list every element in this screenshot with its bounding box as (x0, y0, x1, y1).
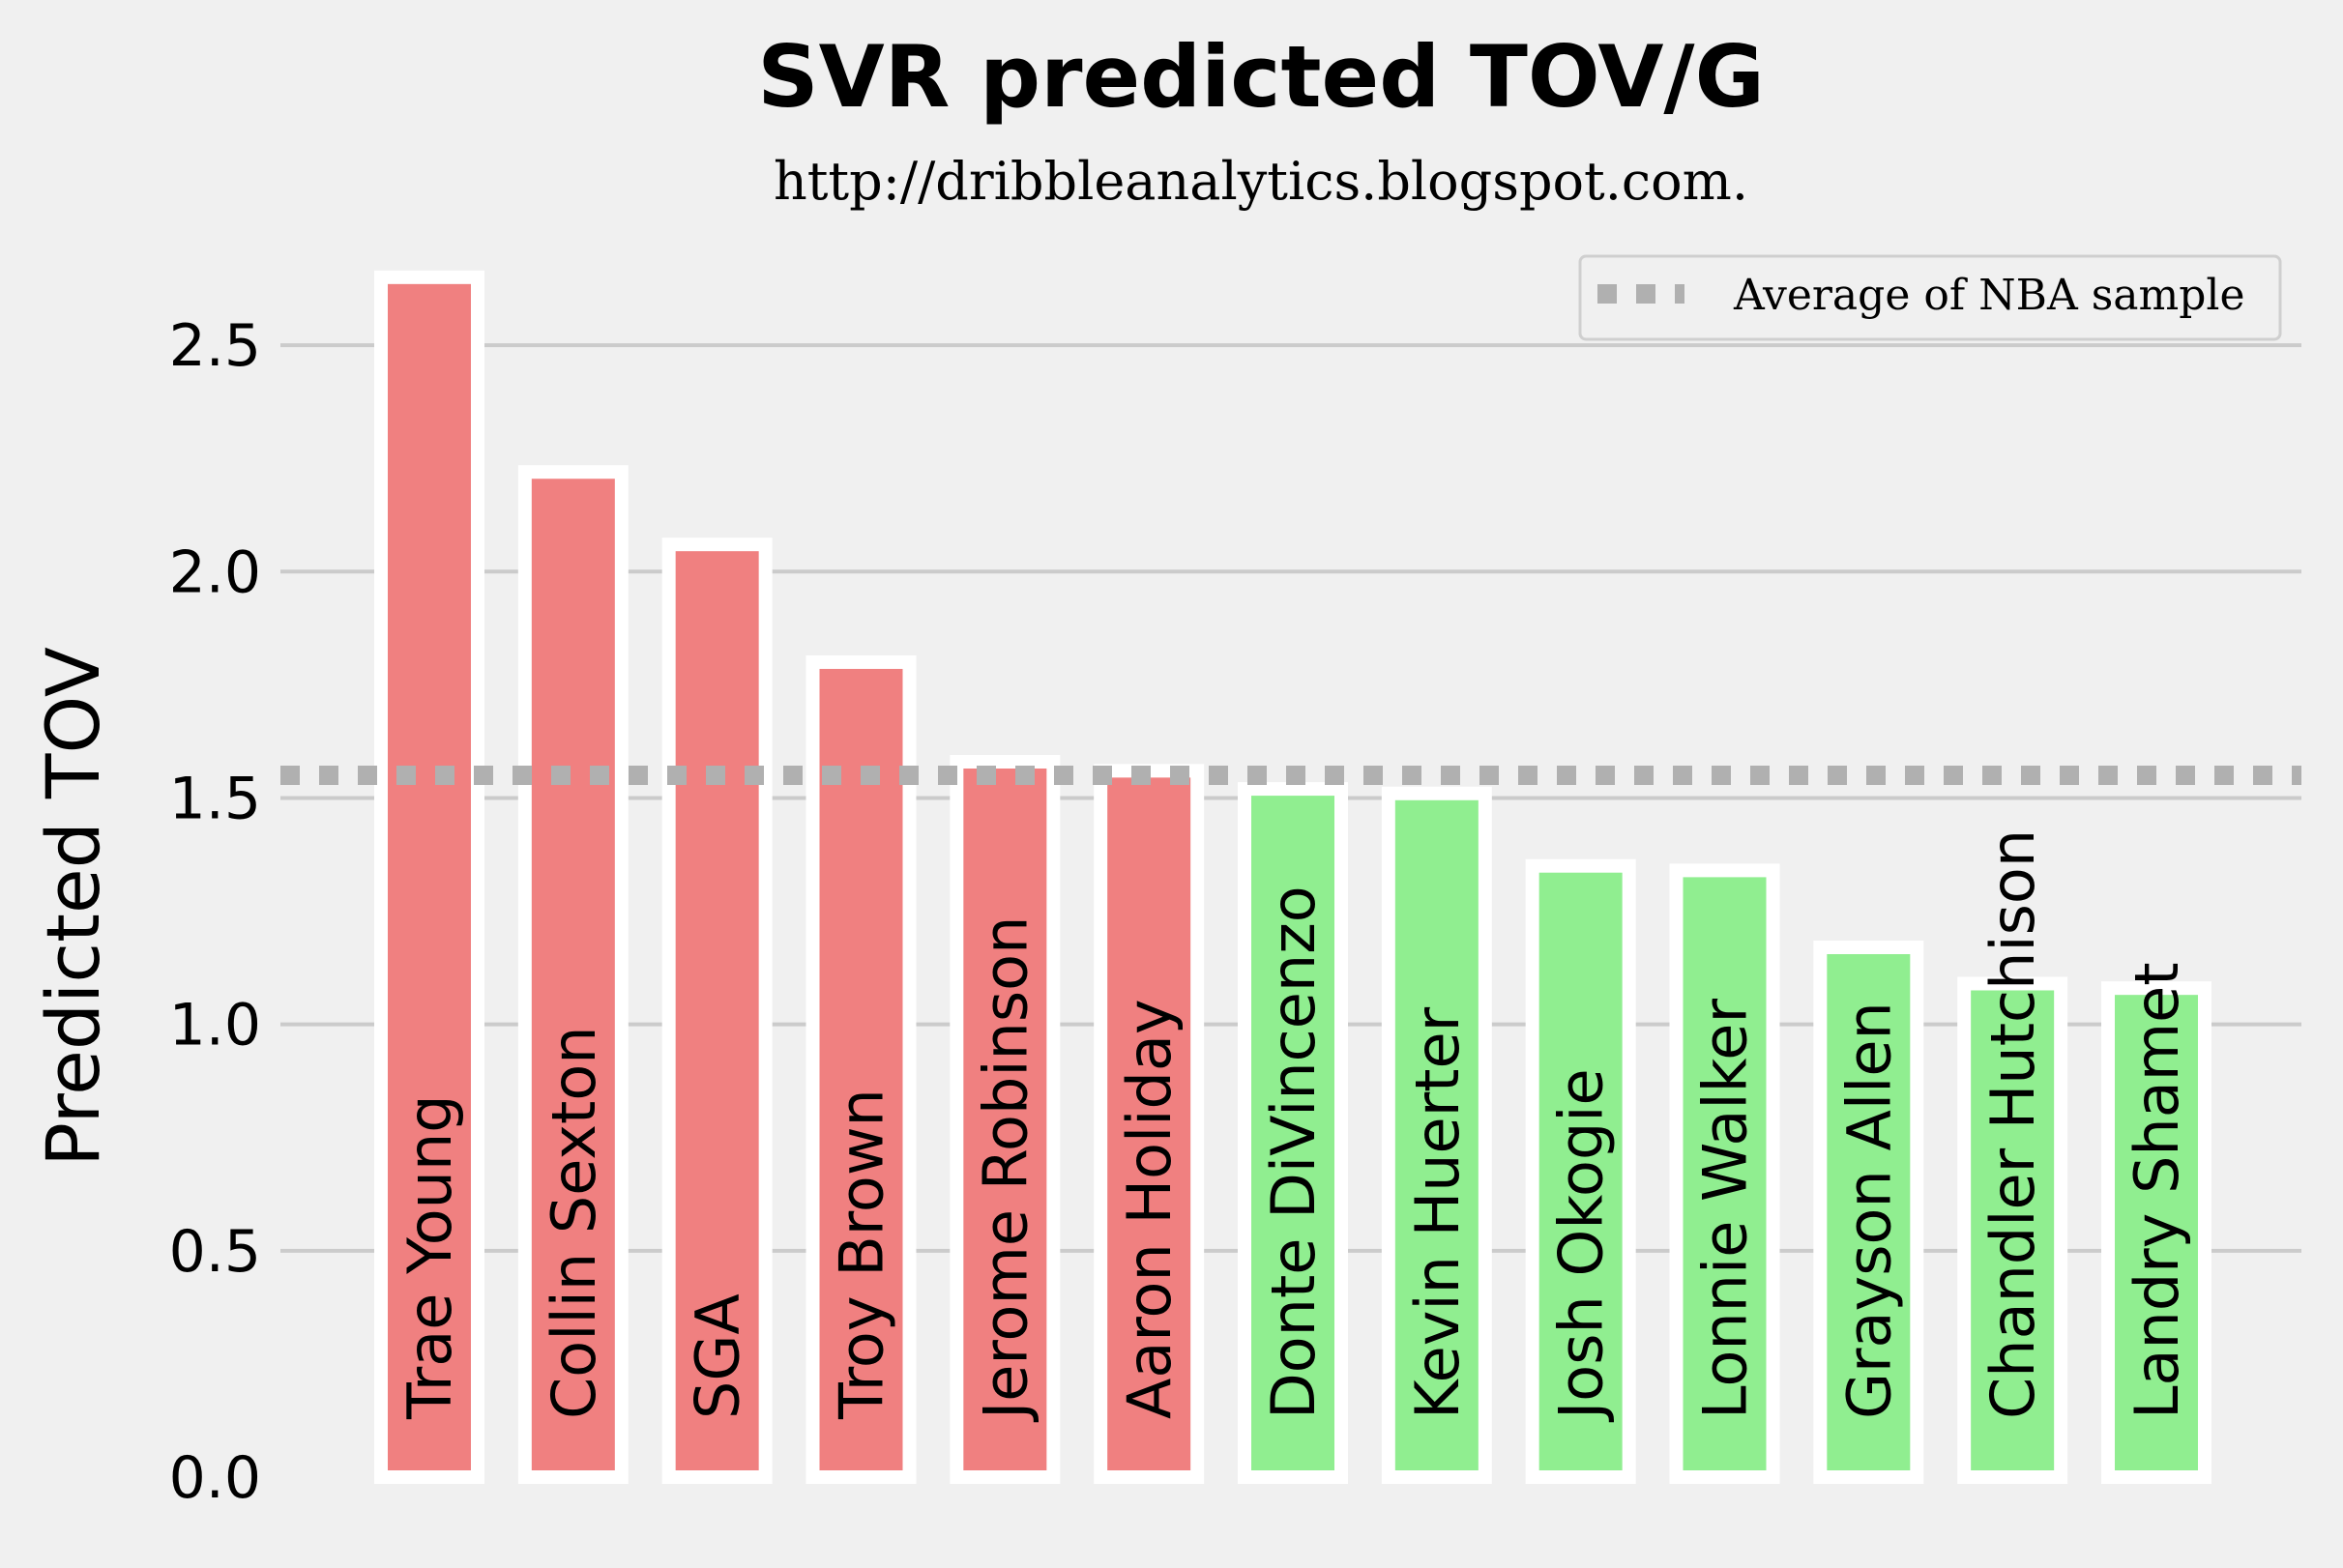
bar (2101, 981, 2211, 1485)
y-tick-label: 2.0 (169, 538, 261, 606)
bar-label: Chandler Hutchison (1977, 829, 2048, 1419)
bars (374, 270, 2211, 1485)
bar-label: Trae Young (395, 1094, 465, 1420)
bar (374, 270, 484, 1485)
bar-label: Kevin Huerter (1402, 1006, 1473, 1419)
legend-entry-average: Average of NBA sample (1733, 271, 2245, 320)
bar-label: Troy Brown (827, 1089, 897, 1420)
bar (1813, 941, 1924, 1484)
bar-label: SGA (683, 1293, 753, 1419)
bar (517, 465, 629, 1484)
chart-title: SVR predicted TOV/G (757, 27, 1765, 127)
bar-label: Collin Sexton (539, 1026, 609, 1419)
bar (1525, 858, 1636, 1484)
bar-label: Josh Okogie (1546, 1068, 1617, 1423)
bar-label: Grayson Allen (1833, 1002, 1904, 1419)
bar (805, 654, 917, 1484)
y-ticks: 0.0 0.5 1.0 1.5 2.0 2.5 (169, 312, 261, 1512)
bar (1381, 786, 1492, 1484)
bar-label: Aaron Holiday (1114, 999, 1185, 1419)
bar-label: Lonnie Walker (1690, 999, 1761, 1419)
bar (950, 754, 1061, 1484)
y-tick-label: 0.0 (169, 1444, 261, 1512)
legend: Average of NBA sample (1578, 254, 2282, 341)
bar (1957, 976, 2068, 1484)
bar-labels: Trae Young Collin Sexton SGA Troy Brown Jero… (395, 829, 2192, 1423)
bar-label: Jerome Robinson (970, 916, 1040, 1423)
y-axis-label: Predicted TOV (30, 647, 116, 1167)
y-tick-label: 1.0 (169, 992, 261, 1060)
chart-subtitle: http://dribbleanalytics.blogspot.com. (774, 151, 1748, 212)
legend-box (1578, 254, 2282, 341)
y-tick-label: 0.5 (169, 1218, 261, 1286)
bar (1669, 863, 1780, 1484)
bar-label: Donte DiVincenzo (1258, 886, 1329, 1419)
bar-label: Landry Shamet (2122, 962, 2192, 1419)
y-tick-label: 1.5 (169, 765, 261, 832)
bar (1238, 782, 1348, 1484)
y-tick-label: 2.5 (169, 312, 261, 380)
bar (661, 537, 773, 1484)
